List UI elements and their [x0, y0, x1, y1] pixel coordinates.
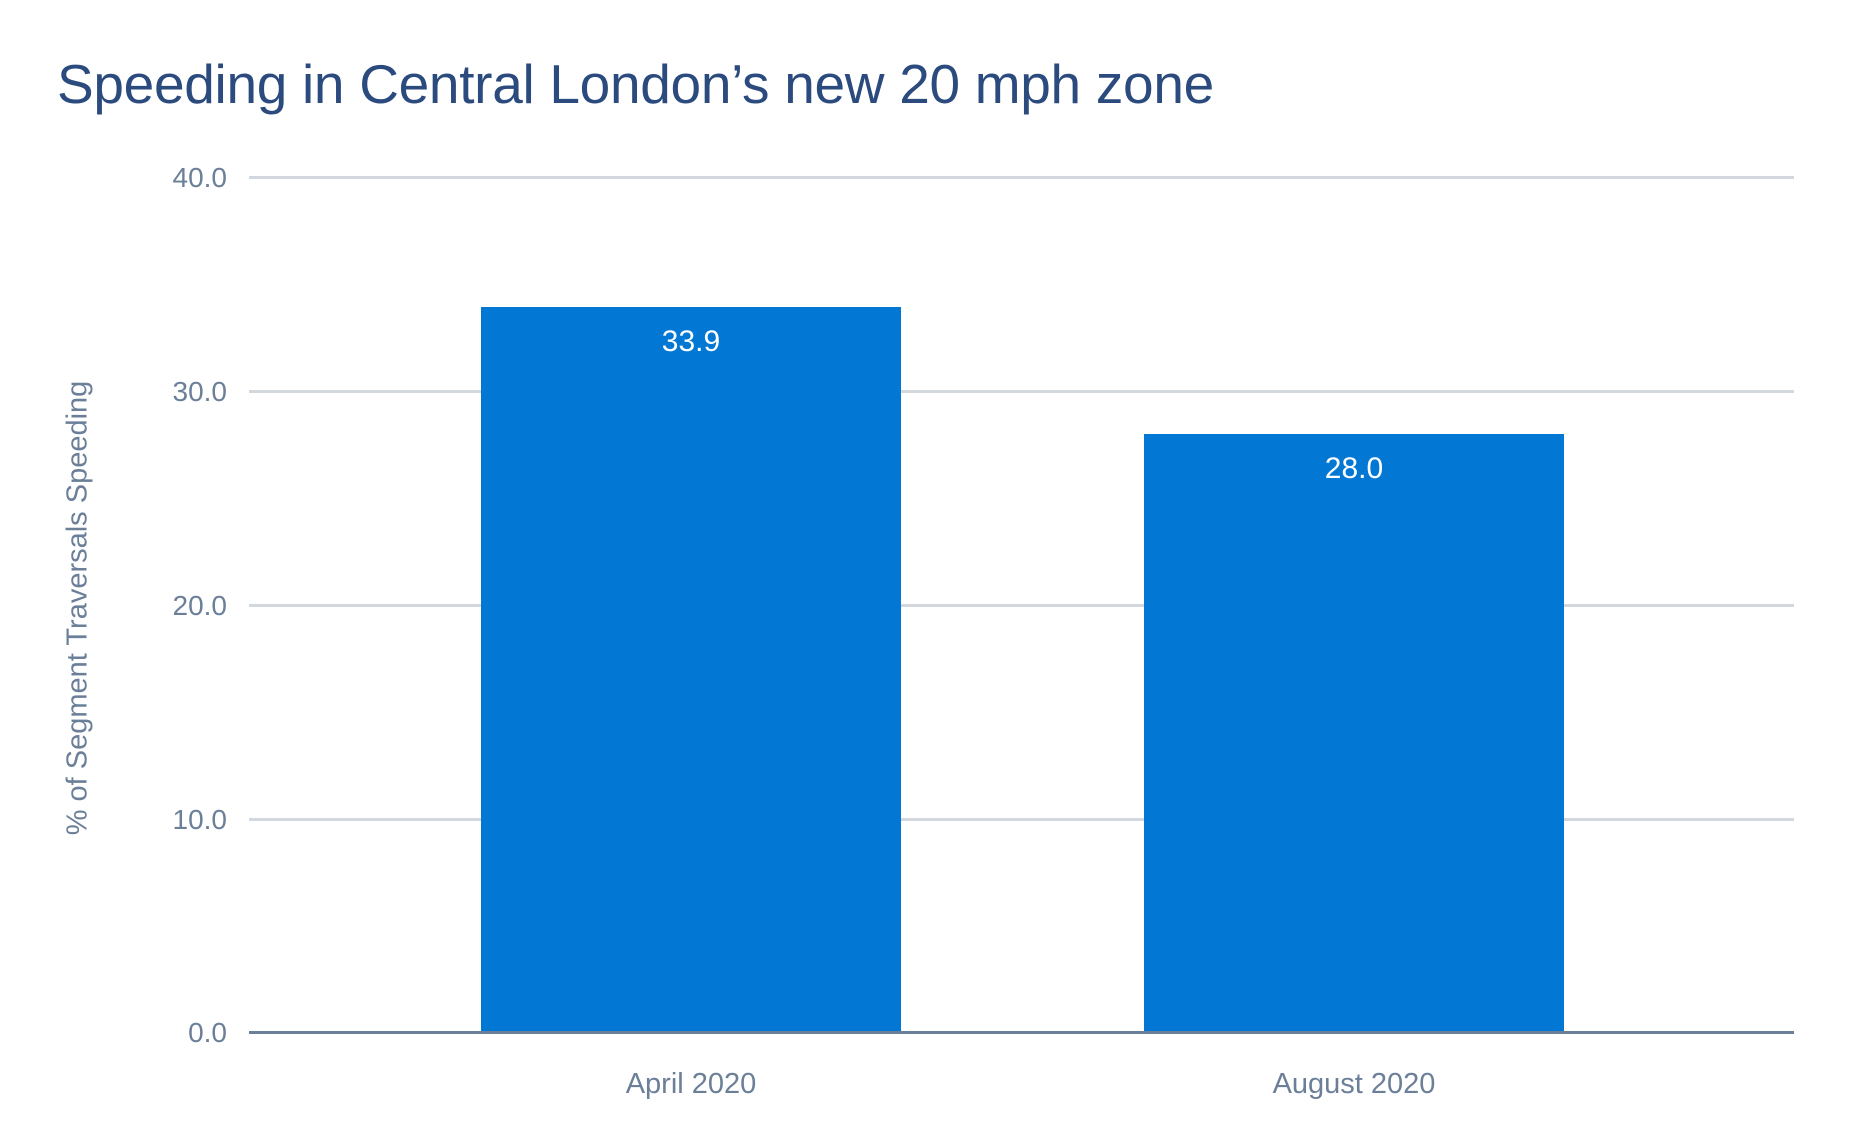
- x-label-august-2020: August 2020: [1272, 1068, 1436, 1100]
- y-axis-title: % of Segment Traversals Speeding: [61, 380, 94, 836]
- bar-value-label: 33.9: [661, 325, 721, 359]
- y-tick-0: 0.0: [188, 1017, 227, 1048]
- gridline-10: [249, 818, 1794, 821]
- x-axis-line: [249, 1031, 1794, 1034]
- bar-april-2020: 33.9: [481, 307, 901, 1032]
- y-tick-30: 30.0: [172, 376, 228, 407]
- y-tick-40: 40.0: [172, 162, 228, 193]
- gridline-40: [249, 176, 1794, 179]
- y-tick-20: 20.0: [172, 590, 228, 621]
- bar-value-label: 28.0: [1324, 451, 1384, 485]
- y-tick-10: 10.0: [172, 804, 228, 835]
- gridline-20: [249, 604, 1794, 607]
- chart-title: Speeding in Central London’s new 20 mph …: [57, 53, 1214, 115]
- gridline-30: [249, 390, 1794, 393]
- x-label-april-2020: April 2020: [625, 1068, 757, 1100]
- bar-august-2020: 28.0: [1144, 433, 1564, 1032]
